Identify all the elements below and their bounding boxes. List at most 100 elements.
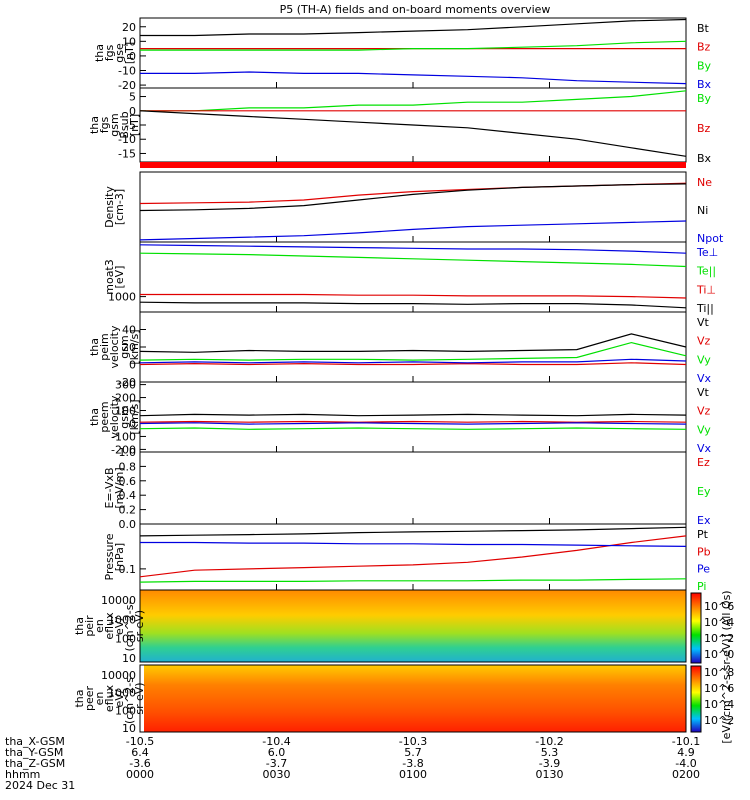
spec-ylabel-line: en (93, 619, 106, 633)
series-line-Bt (140, 18, 687, 37)
legend-1: Vz (697, 335, 711, 348)
x-value-3: 0200 (672, 768, 700, 781)
series-line-Vt (139, 333, 687, 353)
spec-ylabel-line: eV/ (113, 689, 126, 707)
legend-0: By (697, 92, 712, 105)
spec-ylabel-line: sr-eV) (133, 682, 146, 714)
spectrogram-frame (139, 664, 687, 733)
ylabel-line: [nPa] (113, 543, 126, 571)
spectrogram-frame (139, 589, 687, 663)
panel-6: 1.00.8 0.60.4 0.20.0E=-VxB[mV/m] Ez Ey Ex (103, 446, 711, 531)
colorbar-tick-top: 10^0 (704, 648, 734, 661)
panel-frame (139, 241, 687, 313)
ytick-label: 20 (122, 341, 136, 354)
series-line-Pt (139, 526, 687, 537)
spec-ylabel-line: eflux (103, 612, 116, 640)
x-row-label: tha_X-GSM (5, 735, 65, 748)
colorbar-tick-bottom: 10^8 (704, 666, 734, 679)
spec-ylabel-line: sr-eV) (133, 610, 146, 642)
ylabel-line: [km/s] (128, 399, 141, 434)
ytick-label: -20 (118, 79, 136, 92)
ytick-label: 0.2 (119, 504, 137, 517)
legend-2: Ex (697, 514, 711, 527)
legend-2: Pe (697, 563, 710, 576)
spec-ylabel-line: (cm^2-s- (123, 601, 136, 652)
ytick-label: -5 (125, 119, 136, 132)
legend-0: Pt (697, 528, 709, 541)
data-flag-bar (140, 162, 686, 168)
series-line-Pe (140, 541, 687, 547)
x-value-3: 0130 (536, 768, 564, 781)
legend-2: Ti⊥ (696, 283, 716, 296)
ylabel-line: Pressure (103, 533, 116, 580)
spec-ytick: 10 (122, 652, 136, 665)
panel-frame (139, 451, 687, 525)
ylabel-line: Bsub (118, 111, 131, 138)
x-value-2: -3.6 (129, 757, 150, 770)
legend-0: Vt (697, 316, 710, 329)
x-row-label: tha_Y-GSM (5, 746, 63, 759)
series-line-Vz (139, 420, 687, 423)
x-value-1: 4.9 (677, 746, 695, 759)
ylabel-line: [eV] (113, 266, 126, 289)
spectrogram-1: 10000 1000 100 10 thapeerenefluxeV/(cm^2-s-s… (73, 664, 687, 735)
x-value-0: -10.4 (262, 735, 290, 748)
ytick-label: -100 (111, 430, 136, 443)
x-value-1: 5.7 (404, 746, 422, 759)
legend-0: Ne (697, 176, 712, 189)
spec-ytick: 1000 (108, 687, 136, 700)
line-panels: 20100-10-20thafgsgse[nT]BtBzByBx50-5-10-… (88, 17, 724, 593)
spec-ylabel-line: eflux (103, 684, 116, 712)
series-line-Bx (139, 110, 687, 157)
x-value-0: -10.5 (126, 735, 154, 748)
colorbar-tick-bottom: 10^6 (704, 682, 734, 695)
ytick-label: 0 (129, 359, 136, 372)
ytick-label: 0 (129, 105, 136, 118)
ytick-label: -15 (118, 147, 136, 160)
panel-frame (139, 17, 687, 89)
ylabel-line: tha (88, 408, 101, 426)
ytick-label: 1000 (108, 291, 136, 304)
ytick-label: -10 (118, 133, 136, 146)
ytick-label: 1.0 (119, 446, 137, 459)
series-line-Vt (139, 413, 687, 417)
series-line-By (140, 90, 687, 112)
ylabel-line: fgs (103, 44, 116, 61)
series-line-By (140, 40, 687, 51)
spec-ytick: 10 (122, 722, 136, 735)
ylabel-line: tha (88, 116, 101, 134)
x-value-1: 6.0 (268, 746, 286, 759)
ytick-label: 0.4 (119, 489, 137, 502)
ylabel-line: moat3 (103, 259, 116, 295)
spec-ylabel-line: eV/ (113, 617, 126, 635)
ylabel-line: gsm (118, 335, 131, 358)
series-line-Te⊥ (139, 244, 687, 254)
legend-0: Te⊥ (696, 246, 718, 259)
x-value-0: -10.2 (535, 735, 563, 748)
spectrogram-0: 10000 1000 100 10 thapeirenefluxeV/(cm^2-s-s… (73, 589, 687, 665)
spec-ylabel-line: en (93, 692, 106, 706)
ytick-label: 20 (122, 21, 136, 34)
legend-1: Vz (697, 405, 711, 418)
x-value-3: 0000 (126, 768, 154, 781)
x-value-1: 5.3 (541, 746, 559, 759)
spec-ylabel-line: tha (73, 617, 86, 635)
colorbar: 10^6 10^4 10^2 10^0 10^8 10^6 10^4 10^2[eV/(cm^… (690, 590, 734, 744)
ytick-label: 10 (122, 35, 136, 48)
series-line-Npot (139, 220, 687, 241)
series-line-Ni (139, 183, 687, 212)
spec-ytick: 1000 (108, 613, 136, 626)
ylabel-line: peem (98, 401, 111, 432)
series-line-Vy (139, 427, 687, 430)
series-line-Te|| (139, 252, 687, 268)
ytick-label: 0 (129, 50, 136, 63)
colorbar-tick-bottom: 10^4 (704, 698, 734, 711)
series-line-Vx (139, 358, 687, 364)
ytick-label: 200 (115, 392, 136, 405)
